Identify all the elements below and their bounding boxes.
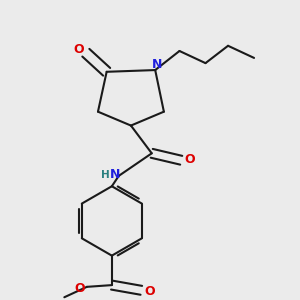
Text: O: O [73, 43, 83, 56]
Text: N: N [110, 168, 121, 181]
Text: O: O [74, 282, 85, 295]
Text: O: O [144, 284, 155, 298]
Text: O: O [184, 153, 195, 166]
Text: N: N [152, 58, 162, 71]
Text: H: H [101, 170, 110, 180]
